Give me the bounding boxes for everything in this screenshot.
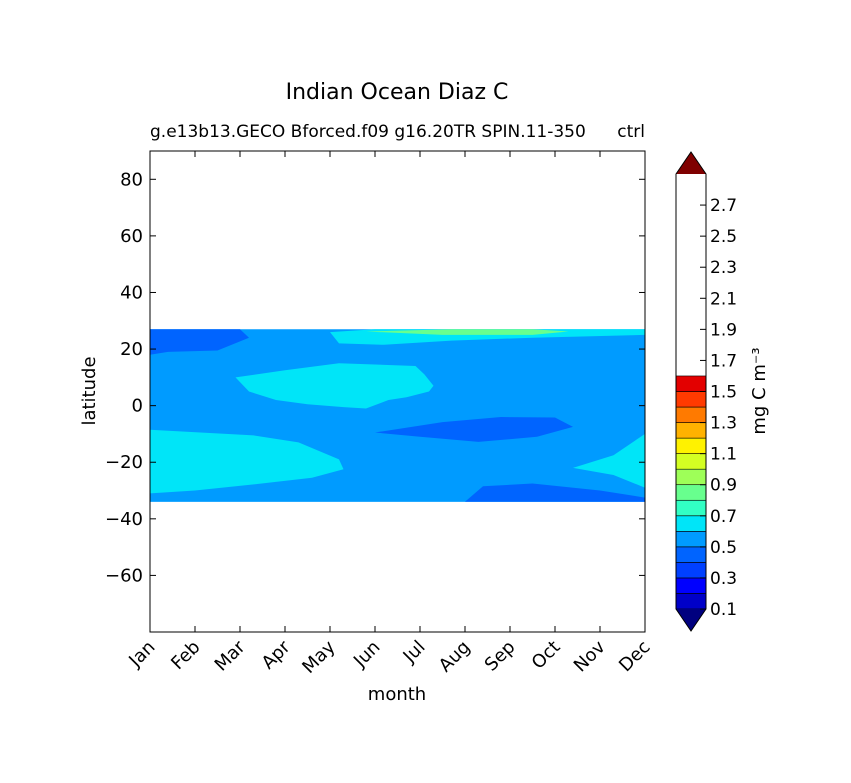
colorbar-tick-label: 2.1 <box>710 289 737 309</box>
colorbar-tick-label: 0.1 <box>710 600 737 620</box>
colorbar-swatch <box>675 499 707 517</box>
y-tick-label: −40 <box>105 509 143 530</box>
x-tick-label: Jan <box>124 637 159 672</box>
x-tick-label: Dec <box>615 637 654 676</box>
colorbar-tick-label: 0.5 <box>710 538 737 558</box>
x-tick-label: May <box>298 636 339 677</box>
y-tick-label: 40 <box>120 282 143 303</box>
colorbar-tick-label: 2.3 <box>710 258 737 278</box>
x-tick-label: Aug <box>435 637 475 677</box>
contour-region <box>235 363 434 409</box>
y-axis: 80 60 40 20 0 −20 −40 −60 <box>105 169 645 586</box>
colorbar-tick-label: 2.5 <box>710 227 737 247</box>
contour-region <box>150 429 344 494</box>
chart-subtitle-right: ctrl <box>617 122 645 142</box>
x-tick-label: Jul <box>399 637 430 668</box>
colorbar-swatch <box>675 577 707 594</box>
colorbar: 0.1 0.3 0.5 0.7 0.9 1.1 1.3 1.5 1.7 1.9 2.1 2.3 2.5 2… <box>675 151 737 632</box>
colorbar-tick-label: 1.7 <box>710 351 737 371</box>
contour-region <box>150 329 249 355</box>
colorbar-tick-label: 1.3 <box>710 414 737 434</box>
colorbar-swatch <box>675 546 707 563</box>
plot-area: Jan Feb Mar Apr May Jun Jul Aug Sep Oct Nov Dec 80 6… <box>105 150 655 678</box>
y-tick-label: 80 <box>120 169 143 190</box>
contour-region <box>375 417 573 442</box>
colorbar-swatch <box>675 515 707 532</box>
x-tick-label: Nov <box>570 636 610 676</box>
contour-field <box>150 329 645 502</box>
y-tick-label: 20 <box>120 339 143 360</box>
colorbar-tick-label: 1.1 <box>710 445 737 465</box>
contour-region <box>573 433 645 488</box>
y-tick-label: 0 <box>132 396 143 417</box>
colorbar-tick-label: 1.5 <box>710 383 737 403</box>
x-axis-label: month <box>368 684 426 705</box>
colorbar-swatch <box>675 562 707 579</box>
chart-subtitle-left: g.e13b13.GECO Bforced.f09 g16.20TR SPIN.… <box>150 122 586 142</box>
chart-title: Indian Ocean Diaz C <box>286 80 509 105</box>
colorbar-tick-label: 0.9 <box>710 476 737 496</box>
colorbar-extend-max <box>676 152 706 174</box>
colorbar-swatch <box>675 531 707 548</box>
x-tick-label: Sep <box>481 637 520 676</box>
colorbar-swatch <box>675 593 707 610</box>
x-tick-label: Mar <box>211 636 250 675</box>
colorbar-swatch <box>675 453 707 470</box>
colorbar-outline <box>675 151 707 632</box>
colorbar-swatch <box>675 468 707 486</box>
colorbar-swatch <box>675 422 707 439</box>
colorbar-swatch <box>675 391 707 408</box>
contour-region <box>366 329 569 335</box>
colorbar-tick-label: 0.7 <box>710 507 737 527</box>
colorbar-swatch <box>675 375 707 392</box>
colorbar-label: mg C m⁻³ <box>749 347 770 434</box>
x-tick-label: Jun <box>349 637 384 672</box>
x-tick-label: Apr <box>258 636 295 673</box>
x-tick-label: Feb <box>167 637 204 674</box>
plot-frame <box>149 150 646 633</box>
colorbar-tick-label: 0.3 <box>710 569 737 589</box>
colorbar-swatch <box>675 437 707 454</box>
x-tick-label: Oct <box>528 637 565 674</box>
contour-region <box>465 483 645 502</box>
y-tick-label: −20 <box>105 452 143 473</box>
colorbar-extend-min <box>676 609 706 631</box>
y-tick-label: 60 <box>120 226 143 247</box>
colorbar-swatch <box>675 406 707 423</box>
colorbar-tick-label: 1.9 <box>710 320 737 340</box>
colorbar-tick-label: 2.7 <box>710 196 737 216</box>
colorbar-swatch <box>675 484 707 501</box>
y-axis-label: latitude <box>79 356 100 425</box>
y-tick-label: −60 <box>105 565 143 586</box>
